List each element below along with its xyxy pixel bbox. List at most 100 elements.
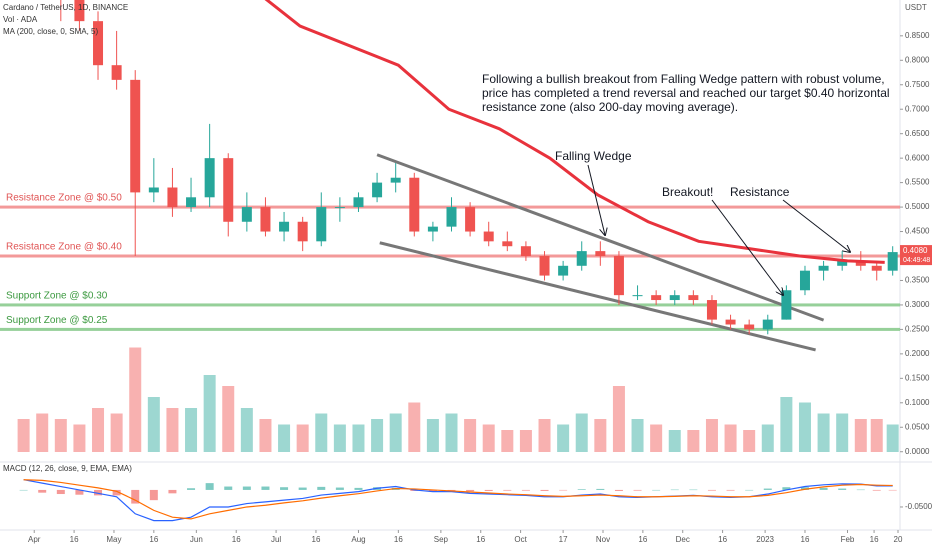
macd-histogram (577, 489, 586, 490)
candle-body (502, 241, 513, 247)
volume-bar (886, 424, 899, 452)
macd-histogram (75, 489, 84, 495)
volume-bar (333, 424, 346, 452)
zone-line (0, 254, 900, 258)
candle-body (223, 158, 234, 222)
x-tick-label: Jul (271, 535, 281, 544)
candle-body (781, 290, 792, 320)
macd-histogram (559, 489, 568, 491)
y-tick-label: 0.3000 (905, 300, 930, 309)
macd-histogram (540, 489, 549, 491)
volume-bar (817, 413, 830, 452)
macd-histogram (838, 488, 847, 490)
candle-body (204, 158, 215, 198)
candle-body (744, 324, 755, 330)
macd-histogram (131, 489, 140, 504)
volume-bar (836, 413, 849, 452)
volume-bar (408, 402, 421, 452)
candle-body (539, 256, 550, 276)
volume-bar (296, 424, 309, 452)
y-tick-label: 0.7500 (905, 80, 930, 89)
volume-bar (185, 408, 198, 452)
trendline (379, 241, 816, 352)
candle-body (818, 265, 829, 271)
y-tick-label: 0.1000 (905, 398, 930, 407)
volume-bar (482, 424, 495, 452)
candle-body (651, 295, 662, 301)
macd-histogram (205, 483, 214, 490)
candle-body (130, 79, 141, 193)
y-tick-label: 0.4500 (905, 227, 930, 236)
arrow (782, 199, 850, 252)
x-tick-label: 16 (870, 535, 879, 544)
candle-body (409, 177, 420, 232)
x-tick-label: Aug (351, 535, 365, 544)
y-tick-label: 0.0000 (905, 447, 930, 456)
macd-histogram (872, 489, 881, 491)
macd-histogram (819, 487, 828, 490)
macd-histogram (596, 488, 605, 490)
volume-bar (315, 413, 328, 452)
zone-label: Resistance Zone @ $0.40 (6, 242, 122, 253)
candle-body (316, 207, 327, 242)
candle-body (297, 221, 308, 242)
annotation: Following a bullish breakout from Fallin… (482, 72, 890, 114)
macd-histogram (633, 489, 642, 491)
x-tick-label: 16 (232, 535, 241, 544)
volume-bar (36, 413, 49, 452)
x-tick-label: Nov (596, 535, 610, 544)
volume-bar (464, 419, 477, 452)
y-tick-label: 0.2500 (905, 325, 930, 334)
macd-histogram (242, 486, 251, 490)
y-tick-label: 0.7000 (905, 104, 930, 113)
volume-bar (92, 408, 105, 452)
price-tag (900, 245, 932, 266)
annotation-label: Breakout! (662, 185, 713, 199)
candle-body (279, 221, 290, 232)
candle-body (887, 252, 898, 271)
candle-body (390, 177, 401, 183)
macd-histogram (763, 488, 772, 490)
candle-body (465, 207, 476, 232)
x-tick-label: 17 (559, 535, 568, 544)
axis-unit: USDT (905, 3, 927, 12)
volume-bar (761, 424, 774, 452)
candle-body (576, 251, 587, 266)
macd-histogram (707, 489, 716, 491)
volume-bar (798, 402, 811, 452)
macd-histogram (298, 487, 307, 490)
candle-body (93, 21, 104, 66)
y-tick-label: -0.0500 (905, 502, 932, 511)
macd-histogram (224, 486, 233, 490)
signal-line (23, 479, 893, 520)
x-tick-label: 16 (149, 535, 158, 544)
volume-bar (129, 347, 142, 452)
candle-body (762, 319, 773, 330)
macd-histogram (19, 489, 28, 491)
macd-histogram (447, 489, 456, 491)
y-tick-label: 0.2000 (905, 349, 930, 358)
y-tick-label: 0.0500 (905, 422, 930, 431)
volume-bar (426, 419, 439, 452)
volume-bar (54, 419, 67, 452)
axes: 0.0000 0.0500 0.1000 0.1500 0.2000 0.2500 0.30… (28, 31, 932, 544)
candle-body (632, 295, 643, 297)
y-tick-label: 0.5500 (905, 178, 930, 187)
arrow (711, 199, 783, 295)
volume-bar (743, 430, 756, 452)
macd-pane (19, 479, 897, 522)
macd-histogram (112, 489, 121, 496)
annotation-label: Resistance (730, 185, 790, 199)
volume-bar (147, 397, 160, 452)
volume-bar (17, 419, 30, 452)
volume-bar (631, 419, 644, 452)
candle-body (725, 319, 736, 325)
candle-body (111, 65, 122, 80)
candle-body (372, 182, 383, 198)
volume-bar (594, 419, 607, 452)
macd-histogram (726, 489, 735, 491)
zone-label: Support Zone @ $0.30 (6, 291, 108, 302)
y-tick-label: 0.3500 (905, 276, 930, 285)
zone-label: Resistance Zone @ $0.50 (6, 193, 122, 204)
